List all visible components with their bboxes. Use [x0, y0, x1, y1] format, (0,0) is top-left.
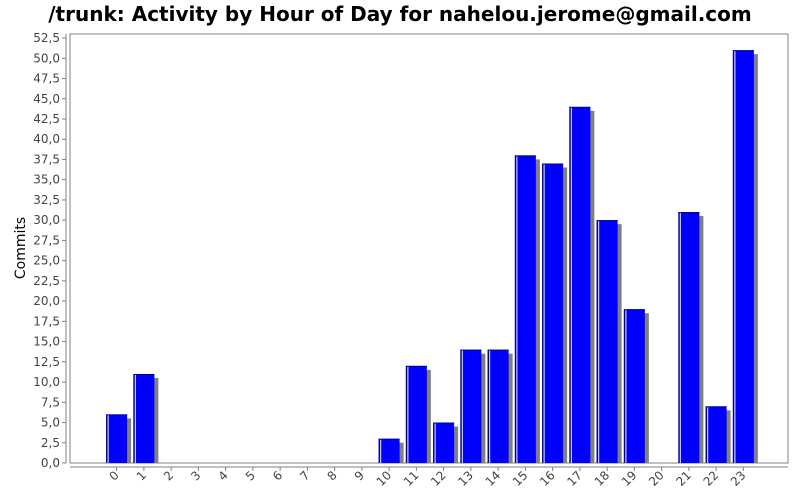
x-tick-label: 6 [270, 468, 285, 483]
x-tick-label: 20 [646, 468, 667, 489]
chart-title: /trunk: Activity by Hour of Day for nahe… [48, 2, 752, 26]
y-tick-label: 2,5 [41, 436, 60, 450]
y-tick-label: 47,5 [33, 72, 60, 86]
y-tick-label: 35,0 [33, 173, 60, 187]
bar [569, 106, 591, 463]
bar [405, 365, 427, 463]
y-tick-label: 30,0 [33, 213, 60, 227]
y-axis-label: Commits [13, 217, 29, 279]
y-tick-label: 50,0 [33, 51, 60, 65]
y-tick-label: 25,0 [33, 254, 60, 268]
bar [623, 309, 645, 463]
y-tick-label: 12,5 [33, 355, 60, 369]
y-tick-label: 20,0 [33, 294, 60, 308]
bar [542, 163, 564, 463]
x-tick-label: 23 [728, 468, 749, 489]
y-tick-label: 32,5 [33, 193, 60, 207]
x-tick-label: 7 [297, 468, 312, 483]
x-tick-label: 8 [324, 468, 339, 483]
x-tick-label: 22 [701, 468, 722, 489]
x-tick-label: 5 [243, 468, 258, 483]
y-tick-label: 15,0 [33, 335, 60, 349]
y-tick-label: 42,5 [33, 112, 60, 126]
x-tick-label: 19 [619, 468, 640, 489]
x-tick-label: 2 [161, 468, 176, 483]
y-tick-label: 37,5 [33, 152, 60, 166]
bar [705, 406, 727, 463]
bar [678, 212, 700, 463]
x-tick-label: 10 [374, 468, 395, 489]
bar [487, 349, 509, 463]
x-tick-label: 14 [483, 468, 504, 489]
y-tick-label: 52,5 [33, 31, 60, 45]
x-tick-label: 4 [215, 468, 230, 483]
y-tick-label: 5,0 [41, 416, 60, 430]
y-tick-label: 45,0 [33, 92, 60, 106]
x-tick-label: 21 [673, 468, 694, 489]
x-tick-label: 13 [455, 468, 476, 489]
y-tick-label: 10,0 [33, 375, 60, 389]
x-tick-label: 1 [134, 468, 149, 483]
x-tick-label: 16 [537, 468, 558, 489]
bar [460, 349, 482, 463]
x-tick-label: 12 [428, 468, 449, 489]
x-tick-label: 11 [401, 468, 422, 489]
bar [106, 414, 128, 463]
bar [378, 438, 400, 463]
bar [133, 373, 155, 463]
x-tick-label: 18 [592, 468, 613, 489]
y-tick-label: 7,5 [41, 395, 60, 409]
bar [596, 220, 618, 463]
x-tick-label: 3 [188, 468, 203, 483]
y-tick-label: 27,5 [33, 233, 60, 247]
x-tick-label: 15 [510, 468, 531, 489]
bar [514, 155, 536, 463]
bar [732, 50, 754, 463]
y-tick-label: 22,5 [33, 274, 60, 288]
x-tick-label: 0 [106, 468, 121, 483]
bar [433, 422, 455, 463]
y-tick-label: 0,0 [41, 456, 60, 470]
y-tick-label: 17,5 [33, 314, 60, 328]
x-tick-label: 9 [352, 468, 367, 483]
y-tick-label: 40,0 [33, 132, 60, 146]
x-tick-label: 17 [564, 468, 585, 489]
